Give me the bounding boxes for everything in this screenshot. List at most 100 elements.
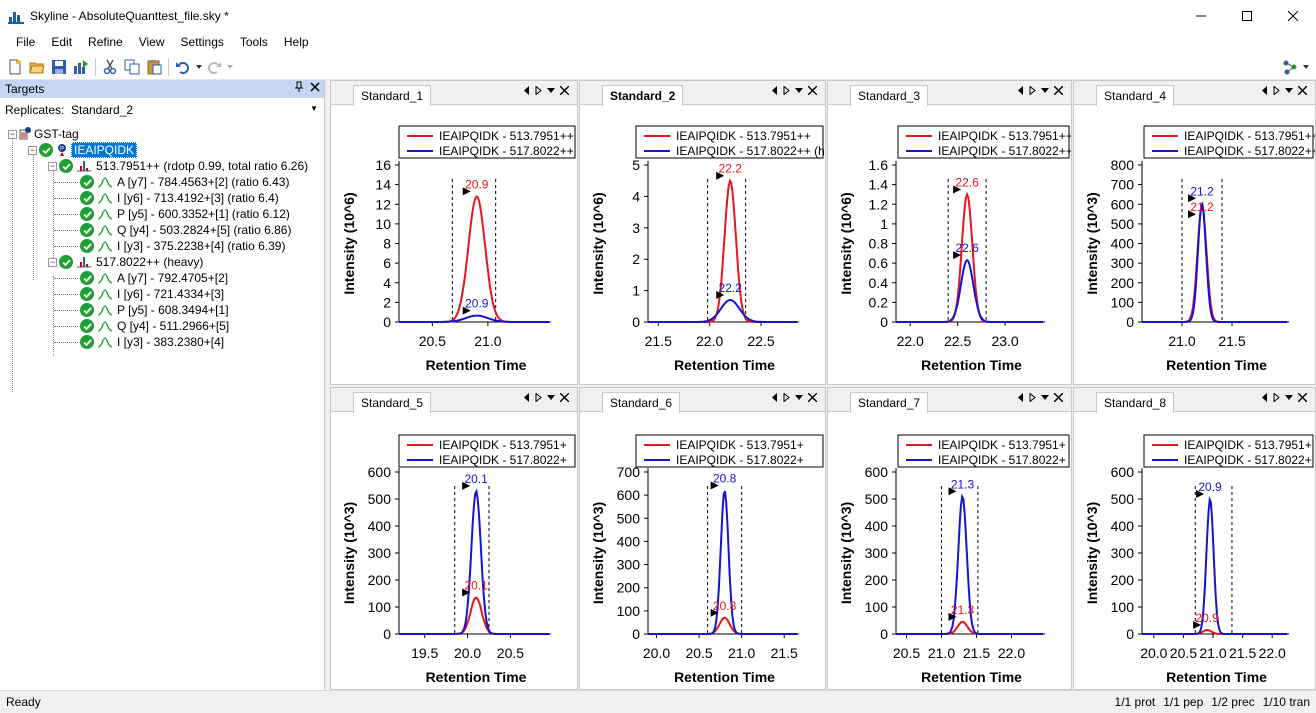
light-chromatogram-line[interactable] bbox=[399, 596, 549, 635]
chromatogram-plot[interactable]: 0 100 200 300 400 500 600 700 800 21.0 21.5 Retenti… bbox=[1074, 106, 1315, 385]
redo-dropdown[interactable] bbox=[225, 56, 234, 78]
close-window-button[interactable] bbox=[1270, 0, 1316, 31]
tree-node-transition[interactable]: A [y7] - 784.4563+[2] (ratio 6.43) bbox=[80, 174, 289, 190]
tab-scroll-right-icon[interactable] bbox=[783, 86, 790, 95]
tab-menu-dropdown-icon[interactable] bbox=[1041, 395, 1049, 400]
collapse-toggle[interactable]: − bbox=[28, 144, 37, 155]
tree-node-protein[interactable]: − GST-tag bbox=[8, 126, 79, 142]
replicate-tab[interactable]: Standard_8 bbox=[1096, 392, 1175, 413]
collapse-toggle[interactable]: − bbox=[48, 256, 57, 267]
tab-scroll-right-icon[interactable] bbox=[783, 393, 790, 402]
tree-node-transition[interactable]: I [y3] - 383.2380+[4] bbox=[80, 334, 224, 350]
integration-button[interactable] bbox=[1279, 56, 1301, 78]
menu-tools[interactable]: Tools bbox=[239, 35, 268, 49]
menu-help[interactable]: Help bbox=[283, 35, 309, 49]
chromatogram-plot[interactable]: 0 2 4 6 8 10 12 14 16 20.5 21.0 Retention Time Inten… bbox=[331, 106, 577, 385]
new-button[interactable] bbox=[4, 56, 26, 78]
tree-node-transition[interactable]: P [y5] - 608.3494+[1] bbox=[80, 302, 229, 318]
close-pane-icon[interactable] bbox=[1054, 393, 1063, 402]
chromatogram-plot[interactable]: 0 100 200 300 400 500 600 700 20.0 20.5 21.0 21.5 Re… bbox=[580, 413, 825, 690]
open-button[interactable] bbox=[26, 56, 48, 78]
heavy-chromatogram-line[interactable] bbox=[1142, 201, 1287, 323]
tab-menu-dropdown-icon[interactable] bbox=[795, 395, 803, 400]
tab-scroll-right-icon[interactable] bbox=[1273, 86, 1280, 95]
tab-menu-dropdown-icon[interactable] bbox=[547, 88, 555, 93]
light-chromatogram-line[interactable] bbox=[896, 191, 1043, 323]
tree-node-peptide[interactable]: − P IEAIPQIDK bbox=[28, 142, 138, 158]
close-panel-icon[interactable] bbox=[310, 81, 320, 93]
close-pane-icon[interactable] bbox=[808, 86, 817, 95]
chromatogram-plot[interactable]: 0 100 200 300 400 500 600 20.0 20.5 21.0 21.5 22.0 R… bbox=[1074, 413, 1315, 690]
close-pane-icon[interactable] bbox=[1298, 86, 1307, 95]
close-pane-icon[interactable] bbox=[808, 393, 817, 402]
cut-button[interactable] bbox=[99, 56, 121, 78]
heavy-chromatogram-line[interactable] bbox=[896, 258, 1043, 323]
replicate-tab[interactable]: Standard_2 bbox=[602, 85, 684, 106]
tree-node-transition[interactable]: A [y7] - 792.4705+[2] bbox=[80, 270, 228, 286]
tree-node-transition[interactable]: I [y6] - 713.4192+[3] (ratio 6.4) bbox=[80, 190, 279, 206]
tab-scroll-left-icon[interactable] bbox=[1262, 86, 1268, 95]
tree-node-transition[interactable]: I [y6] - 721.4334+[3] bbox=[80, 286, 224, 302]
heavy-chromatogram-line[interactable] bbox=[648, 490, 797, 635]
tree-node-transition[interactable]: P [y5] - 600.3352+[1] (ratio 6.12) bbox=[80, 206, 290, 222]
menu-file[interactable]: File bbox=[16, 35, 36, 49]
target-tree[interactable]: − GST-tag − P IEAIPQIDK − 513.7951++ (rd… bbox=[0, 122, 324, 682]
collapse-toggle[interactable]: − bbox=[48, 160, 57, 171]
redo-button[interactable] bbox=[203, 56, 225, 78]
chromatogram-plot[interactable]: 0 100 200 300 400 500 600 20.5 21.0 21.5 22.0 Reten… bbox=[828, 413, 1071, 690]
replicate-tab[interactable]: Standard_4 bbox=[1096, 85, 1175, 106]
tab-menu-dropdown-icon[interactable] bbox=[1285, 395, 1293, 400]
tab-scroll-right-icon[interactable] bbox=[1273, 393, 1280, 402]
replicate-tab[interactable]: Standard_3 bbox=[850, 85, 929, 106]
tab-scroll-left-icon[interactable] bbox=[524, 393, 530, 402]
tab-menu-dropdown-icon[interactable] bbox=[1285, 88, 1293, 93]
tab-scroll-right-icon[interactable] bbox=[1029, 86, 1036, 95]
replicate-select[interactable]: Standard_2 ▼ bbox=[67, 100, 323, 120]
heavy-chromatogram-line[interactable] bbox=[1142, 495, 1287, 635]
integration-dropdown[interactable] bbox=[1301, 56, 1310, 78]
collapse-toggle[interactable]: − bbox=[8, 128, 17, 139]
tree-node-precursor-heavy[interactable]: − 517.8022++ (heavy) bbox=[48, 254, 203, 270]
chromatogram-plot[interactable]: 0 100 200 300 400 500 600 19.5 20.0 20.5 Retention… bbox=[331, 413, 577, 690]
tab-scroll-left-icon[interactable] bbox=[1018, 86, 1024, 95]
menu-view[interactable]: View bbox=[138, 35, 165, 49]
heavy-chromatogram-line[interactable] bbox=[648, 298, 797, 323]
close-pane-icon[interactable] bbox=[560, 86, 569, 95]
replicate-tab[interactable]: Standard_1 bbox=[353, 85, 432, 106]
tab-menu-dropdown-icon[interactable] bbox=[547, 395, 555, 400]
close-pane-icon[interactable] bbox=[560, 393, 569, 402]
tab-scroll-right-icon[interactable] bbox=[535, 86, 542, 95]
close-pane-icon[interactable] bbox=[1054, 86, 1063, 95]
chromatogram-plot[interactable]: 0 1 2 3 4 5 21.5 22.0 22.5 Retention Time Intensit… bbox=[580, 106, 825, 385]
tab-scroll-right-icon[interactable] bbox=[535, 393, 542, 402]
replicate-tab[interactable]: Standard_6 bbox=[602, 392, 681, 413]
heavy-chromatogram-line[interactable] bbox=[896, 493, 1043, 635]
tab-scroll-left-icon[interactable] bbox=[772, 86, 778, 95]
tab-scroll-left-icon[interactable] bbox=[1018, 393, 1024, 402]
tree-node-precursor-light[interactable]: − 513.7951++ (rdotp 0.99, total ratio 6.… bbox=[48, 158, 308, 174]
menu-refine[interactable]: Refine bbox=[88, 35, 123, 49]
close-pane-icon[interactable] bbox=[1298, 393, 1307, 402]
replicate-tab[interactable]: Standard_5 bbox=[353, 392, 432, 413]
undo-dropdown[interactable] bbox=[194, 56, 203, 78]
tree-node-transition[interactable]: Q [y4] - 511.2966+[5] bbox=[80, 318, 229, 334]
light-chromatogram-line[interactable] bbox=[648, 616, 797, 635]
light-chromatogram-line[interactable] bbox=[896, 620, 1043, 635]
save-button[interactable] bbox=[48, 56, 70, 78]
replicate-tab[interactable]: Standard_7 bbox=[850, 392, 929, 413]
publish-button[interactable] bbox=[70, 56, 92, 78]
menu-edit[interactable]: Edit bbox=[51, 35, 73, 49]
undo-button[interactable] bbox=[172, 56, 194, 78]
tree-node-transition[interactable]: I [y3] - 375.2238+[4] (ratio 6.39) bbox=[80, 238, 285, 254]
light-chromatogram-line[interactable] bbox=[648, 178, 797, 323]
chromatogram-plot[interactable]: 0 0.2 0.4 0.6 0.8 1 1.2 1.4 1.6 22.0 22.5 23.0 Reten… bbox=[828, 106, 1071, 385]
tab-scroll-left-icon[interactable] bbox=[524, 86, 530, 95]
tab-menu-dropdown-icon[interactable] bbox=[795, 88, 803, 93]
maximize-button[interactable] bbox=[1224, 0, 1270, 31]
copy-button[interactable] bbox=[121, 56, 143, 78]
paste-button[interactable] bbox=[143, 56, 165, 78]
menu-settings[interactable]: Settings bbox=[180, 35, 224, 49]
pin-icon[interactable] bbox=[294, 81, 304, 93]
tab-scroll-right-icon[interactable] bbox=[1029, 393, 1036, 402]
tab-scroll-left-icon[interactable] bbox=[772, 393, 778, 402]
